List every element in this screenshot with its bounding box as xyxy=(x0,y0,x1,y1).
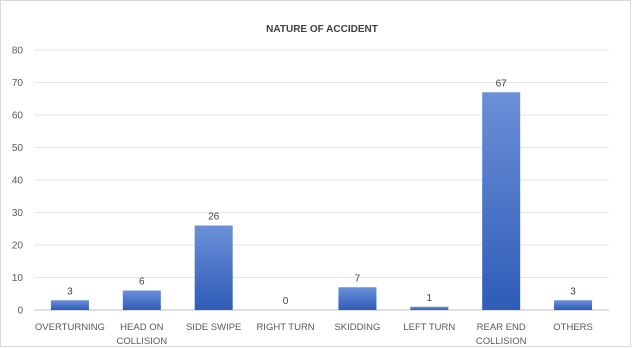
chart-title: NATURE OF ACCIDENT xyxy=(266,24,378,35)
bar xyxy=(50,300,89,310)
y-tick-label: 40 xyxy=(12,176,24,187)
data-label: 0 xyxy=(283,296,289,307)
bar xyxy=(122,290,161,310)
y-tick-label: 80 xyxy=(12,46,24,57)
y-tick-label: 50 xyxy=(12,143,24,154)
data-label: 3 xyxy=(570,286,576,297)
data-label: 3 xyxy=(67,286,73,297)
y-tick-label: 0 xyxy=(17,306,23,317)
x-axis-categories: OVERTURNING HEAD ON COLLISION SIDE SWIPE RIG… xyxy=(35,322,593,347)
bars xyxy=(50,92,593,310)
y-tick-label: 60 xyxy=(12,111,24,122)
gridlines xyxy=(34,49,609,311)
bar xyxy=(554,300,593,310)
x-category-label: COLLISION xyxy=(116,336,167,347)
y-tick-label: 20 xyxy=(12,241,24,252)
x-category-label: COLLISION xyxy=(476,336,527,347)
data-label: 67 xyxy=(496,78,508,89)
x-category-label: SKIDDING xyxy=(334,322,380,333)
y-axis-ticks: 0 10 20 30 40 50 60 70 80 xyxy=(12,46,24,317)
data-label: 1 xyxy=(427,293,433,304)
bar xyxy=(338,287,377,310)
data-label: 7 xyxy=(355,273,361,284)
x-category-label: HEAD ON xyxy=(120,322,163,333)
y-tick-label: 30 xyxy=(12,208,24,219)
data-labels: 3 6 26 0 7 1 67 3 xyxy=(67,78,576,307)
bar xyxy=(194,225,233,310)
x-category-label: LEFT TURN xyxy=(403,322,455,333)
x-category-label: RIGHT TURN xyxy=(256,322,314,333)
y-tick-label: 70 xyxy=(12,78,24,89)
x-category-label: OTHERS xyxy=(553,322,593,333)
data-label: 26 xyxy=(208,212,220,223)
data-label: 6 xyxy=(139,277,145,288)
x-category-label: OVERTURNING xyxy=(35,322,105,333)
x-category-label: SIDE SWIPE xyxy=(186,322,241,333)
x-category-label: REAR END xyxy=(477,322,526,333)
bar xyxy=(410,306,449,310)
y-tick-label: 10 xyxy=(12,273,24,284)
bar xyxy=(482,92,521,310)
